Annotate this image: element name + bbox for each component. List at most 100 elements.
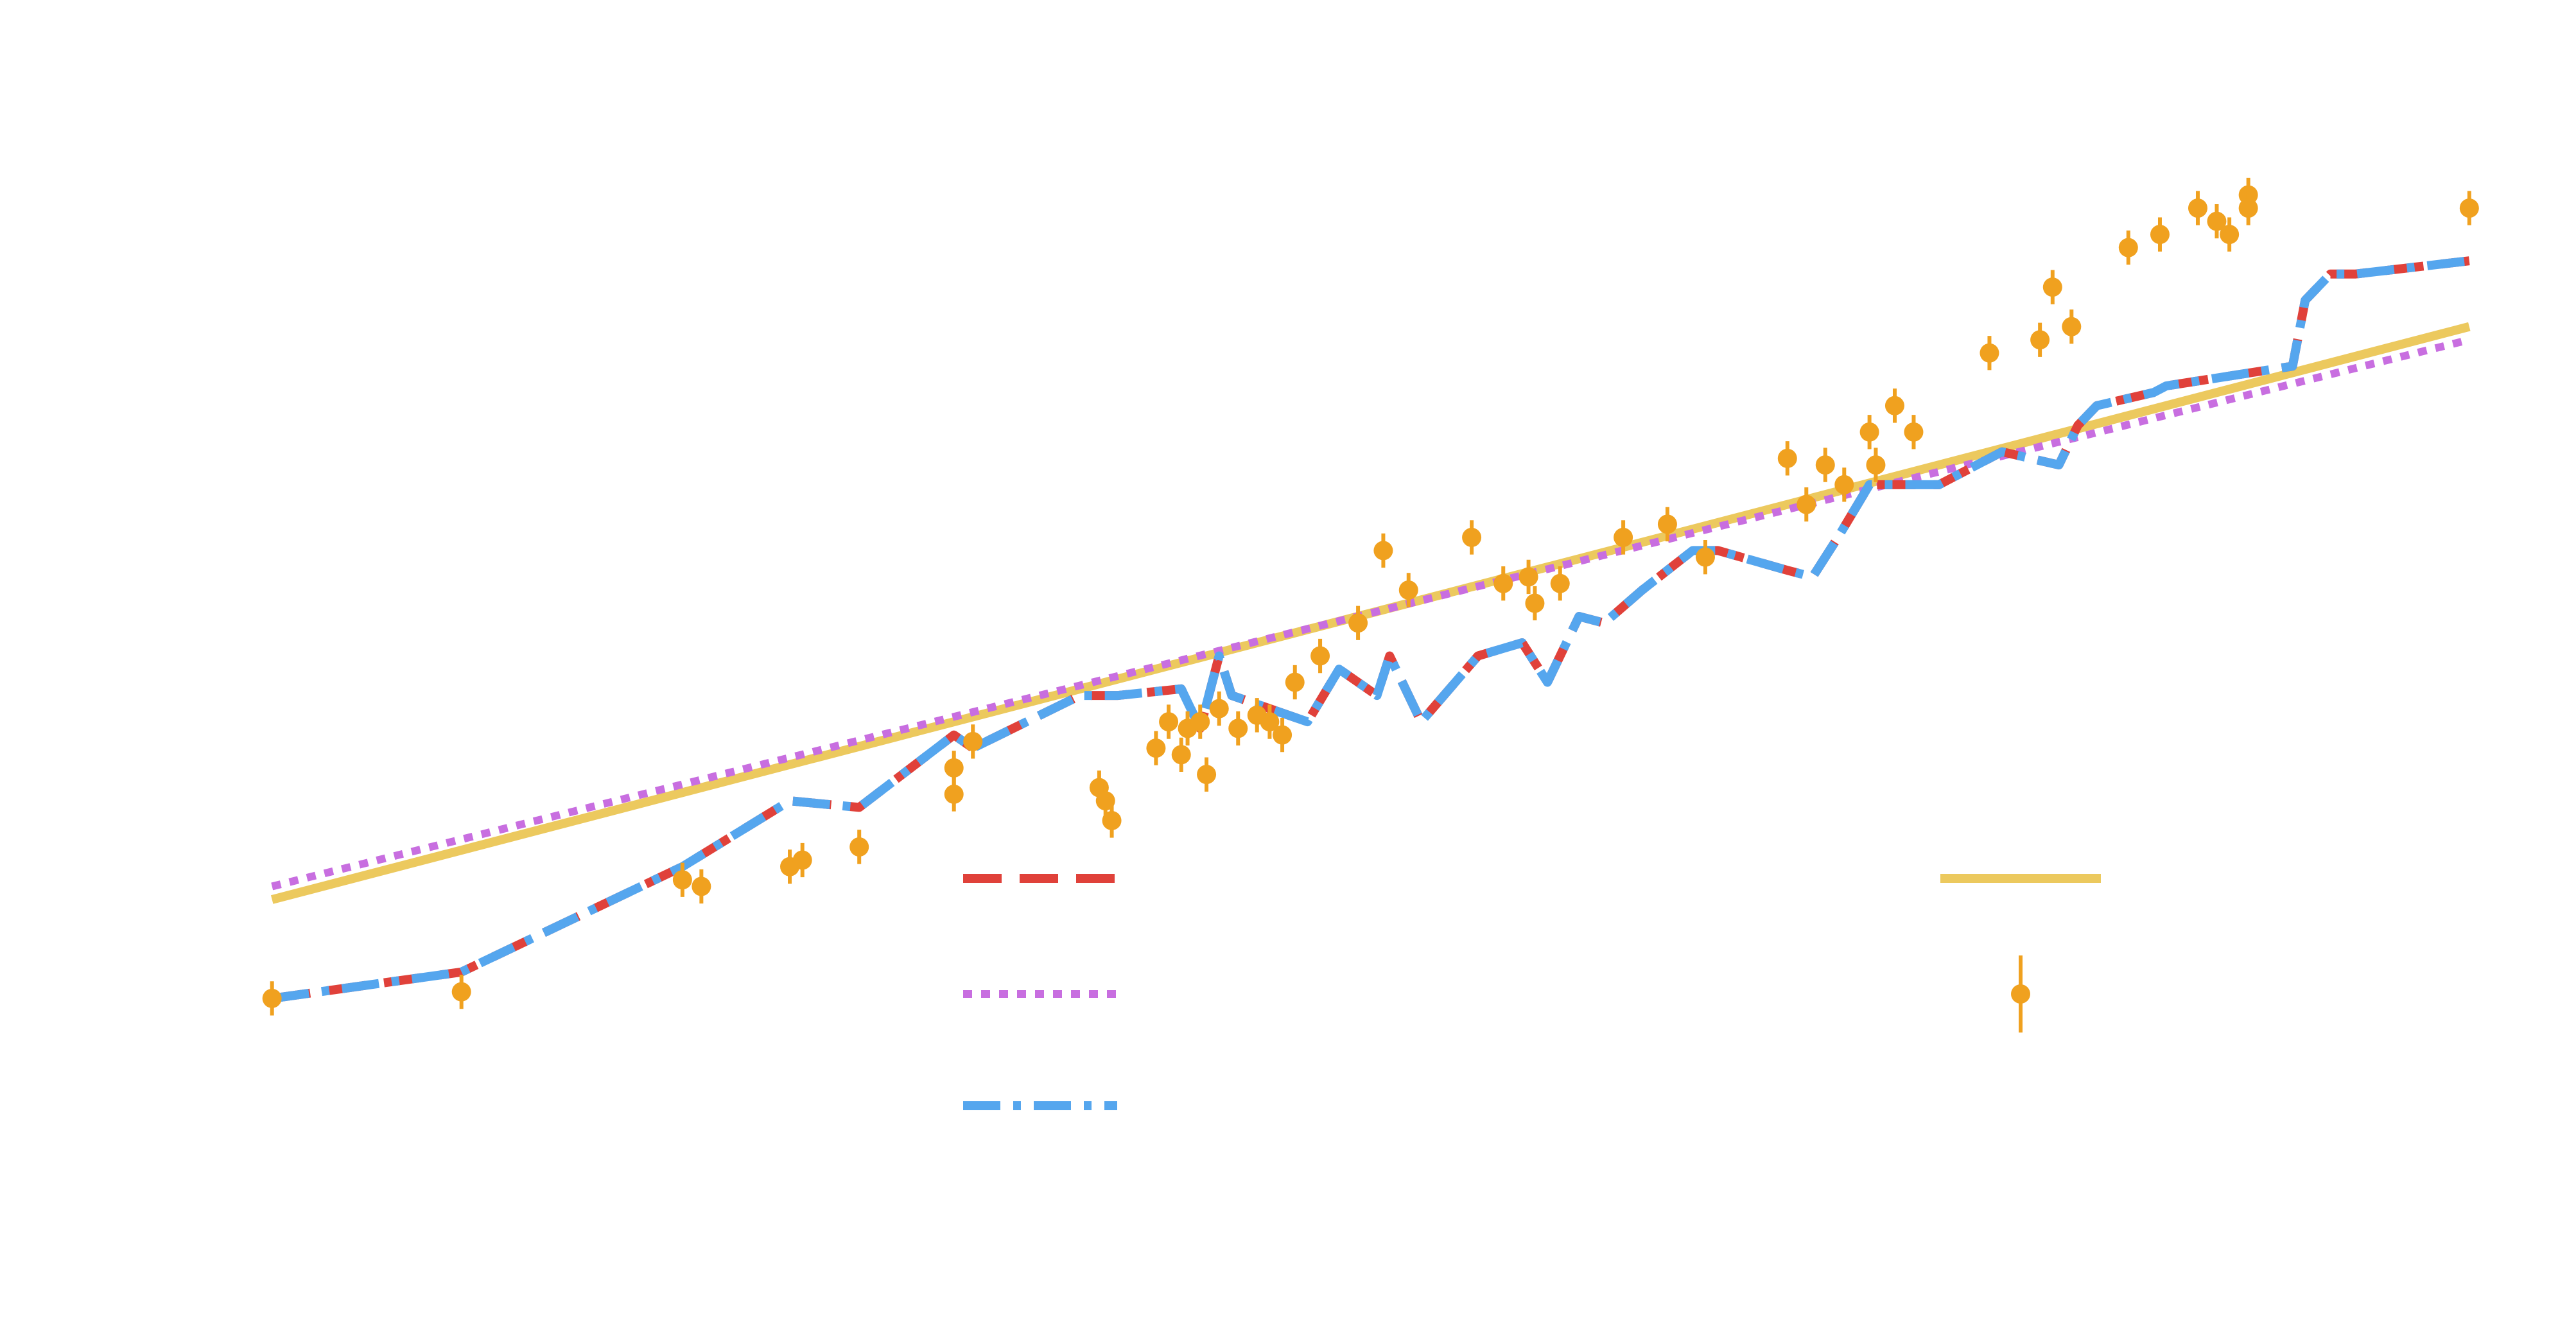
data-points-layer — [262, 177, 2479, 1016]
point-marker — [1273, 725, 1292, 745]
point-marker — [1190, 712, 1210, 732]
data-point — [1310, 638, 1330, 674]
data-point — [2062, 309, 2082, 344]
data-point — [1866, 448, 1886, 482]
point-marker — [944, 758, 964, 778]
data-point — [1209, 691, 1229, 726]
series-line-solid — [270, 322, 2471, 904]
point-marker — [2238, 198, 2258, 218]
series-line-dashed — [271, 256, 2470, 1003]
point-marker — [2188, 198, 2207, 218]
point-marker — [1209, 699, 1229, 719]
point-marker — [2220, 225, 2240, 245]
point-marker — [849, 837, 869, 857]
data-point — [1614, 520, 1633, 555]
data-point — [2459, 191, 2479, 225]
point-marker — [2207, 211, 2227, 231]
point-marker — [1102, 810, 1122, 830]
data-point — [2238, 191, 2258, 225]
point-marker — [1260, 712, 1280, 732]
data-point — [1146, 731, 1166, 765]
series-layer — [270, 256, 2471, 1003]
data-point — [1980, 336, 1999, 370]
data-point — [1171, 737, 1191, 772]
data-point — [2188, 191, 2207, 225]
data-point — [1373, 533, 1393, 568]
data-point — [1525, 586, 1545, 621]
data-point — [1797, 487, 1816, 522]
point-marker — [2150, 225, 2170, 245]
data-point — [1228, 711, 1248, 746]
point-marker — [1171, 745, 1191, 765]
data-point — [451, 974, 471, 1009]
data-point — [2150, 217, 2170, 252]
data-point — [1159, 704, 1179, 739]
data-point — [1197, 757, 1217, 792]
point-marker — [1657, 514, 1677, 534]
data-point — [1777, 441, 1797, 476]
point-marker — [1797, 494, 1816, 514]
data-point — [1904, 415, 1924, 449]
point-marker — [1146, 738, 1166, 758]
point-marker — [963, 731, 983, 751]
data-point — [262, 981, 282, 1016]
legend-marker — [2011, 984, 2030, 1004]
data-point — [1273, 717, 1292, 753]
data-point — [849, 830, 869, 864]
point-marker — [1310, 646, 1330, 666]
data-point — [2042, 270, 2062, 304]
data-point — [692, 869, 711, 904]
data-point — [1695, 540, 1715, 575]
point-marker — [1398, 580, 1418, 600]
data-point — [2207, 204, 2227, 239]
data-point — [1348, 606, 1368, 640]
data-point — [963, 724, 983, 759]
point-marker — [1228, 719, 1248, 738]
point-marker — [1550, 573, 1570, 593]
point-marker — [672, 870, 692, 890]
series-line-dashdot — [271, 256, 2470, 1003]
point-marker — [1859, 422, 1879, 442]
data-point — [1190, 704, 1210, 739]
legend-swatch-points — [2011, 955, 2030, 1033]
point-marker — [1866, 455, 1886, 475]
point-marker — [1519, 567, 1538, 587]
data-point — [1260, 704, 1280, 739]
point-marker — [2042, 277, 2062, 297]
point-marker — [1348, 613, 1368, 633]
data-point — [1285, 665, 1305, 700]
point-marker — [1197, 765, 1217, 785]
data-point — [1462, 520, 1482, 555]
point-marker — [1884, 396, 1904, 415]
data-point — [672, 862, 692, 897]
point-marker — [2459, 198, 2479, 218]
point-marker — [1493, 573, 1513, 593]
data-point — [1398, 573, 1418, 607]
data-point — [1102, 803, 1122, 838]
point-marker — [1159, 712, 1179, 732]
point-marker — [1614, 527, 1633, 547]
point-marker — [692, 876, 711, 896]
point-marker — [262, 988, 282, 1008]
data-point — [1519, 559, 1538, 595]
data-point — [2030, 322, 2050, 357]
point-marker — [2030, 330, 2050, 350]
point-marker — [2118, 238, 2138, 257]
data-point — [1815, 448, 1835, 482]
point-marker — [944, 784, 964, 804]
point-marker — [1695, 547, 1715, 567]
point-marker — [1815, 455, 1835, 475]
point-marker — [451, 982, 471, 1002]
point-marker — [1904, 422, 1924, 442]
point-marker — [1525, 593, 1545, 613]
data-point — [1834, 467, 1854, 502]
point-marker — [1980, 343, 1999, 363]
point-marker — [792, 850, 812, 870]
point-marker — [1373, 541, 1393, 561]
data-point — [1859, 415, 1879, 449]
data-point — [944, 777, 964, 812]
point-marker — [2062, 317, 2082, 336]
point-marker — [1777, 448, 1797, 468]
